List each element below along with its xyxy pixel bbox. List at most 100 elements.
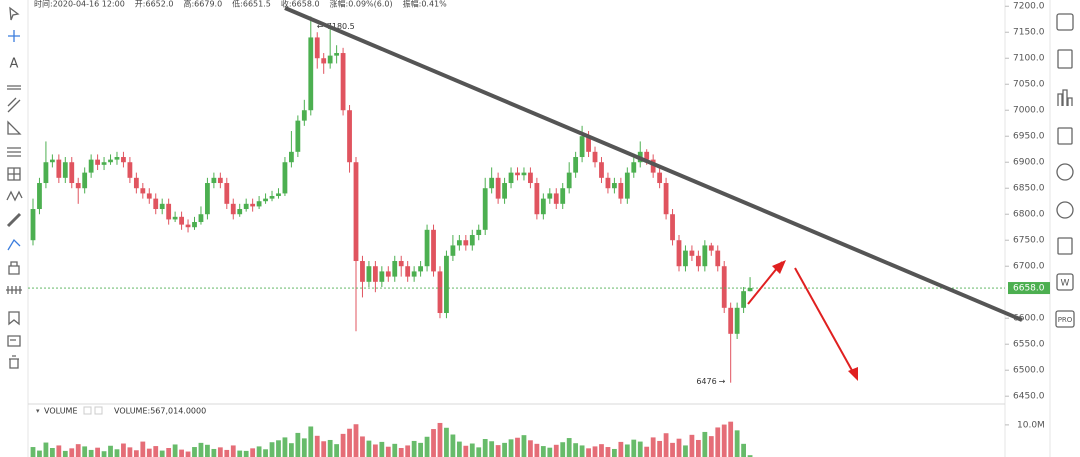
volume-bar [663,433,669,457]
volume-bar [547,447,553,457]
candle-body [121,157,126,163]
candle-body [411,271,417,277]
candle-body [721,266,727,308]
volume-bar [49,448,55,457]
candle-body [146,193,152,199]
alerts-icon[interactable] [1056,163,1074,181]
y-tick-label: 6700.0 [1013,262,1045,272]
volume-bar [579,445,585,457]
candle-body [269,196,275,199]
lines-tool[interactable] [7,85,21,90]
lock-tool[interactable] [8,261,20,275]
bars-icon[interactable] [1057,89,1073,106]
volume-bar [715,427,721,457]
volume-bar [721,424,727,457]
y2-tick-label: 10.0M [1017,420,1045,430]
candle-body [463,240,469,246]
volume-bar [62,450,68,457]
candle-body [230,203,236,215]
pro-icon[interactable] [1055,310,1075,328]
volume-bar [495,445,501,457]
candle-body [127,162,133,178]
candle-body [618,183,624,199]
candle-body [95,159,100,165]
pattern-tool[interactable] [6,190,23,202]
grid-tool[interactable] [7,167,21,181]
candle-body [159,203,165,210]
watchlist-icon[interactable] [1056,13,1074,31]
volume-bar [95,447,100,457]
cursor-tool[interactable] [9,6,20,21]
header-item: 时间:2020-04-16 12:00 [34,0,125,9]
volume-bar [489,441,495,457]
ruler-tool[interactable] [6,212,22,228]
candle-body [456,240,462,246]
volume-bar [566,438,572,457]
triangle-tool[interactable] [7,120,22,135]
volume-bar [211,448,217,457]
volume-bar [734,430,740,457]
pro-label: PRO [1058,316,1073,324]
volume-bar [444,427,449,457]
fib-tool[interactable] [7,147,21,157]
details-icon[interactable] [1057,49,1073,69]
channel-tool[interactable] [7,97,21,113]
candle-body [405,266,411,277]
volume-bar [179,449,184,457]
news-icon[interactable] [1057,237,1073,255]
candle-body [289,151,294,163]
object-tree[interactable] [7,335,21,347]
volume-bar [372,444,378,457]
candle-body [450,245,456,256]
volume-bar [185,451,191,457]
delete-tool[interactable] [9,355,19,369]
volume-bar [624,444,630,457]
candle-body [353,162,359,262]
y-tick-label: 6500.0 [1013,366,1045,376]
candle-body [88,159,94,173]
w-icon[interactable] [1056,273,1074,291]
candle-body [308,37,314,111]
volume-bar [224,449,230,457]
candle-body [547,193,553,199]
volume-bar [347,428,352,457]
header-item: 涨幅:0.09%(6.0) [330,0,393,9]
left-toolbar: A [6,6,23,369]
volume-bar [308,426,314,457]
y-tick-label: 6800.0 [1013,210,1045,220]
candle-body [599,162,604,178]
text-tool[interactable]: A [10,57,19,72]
candle-body [340,53,346,111]
candle-body [179,216,184,225]
brush-tool[interactable] [7,238,21,251]
volume-bar [553,444,559,457]
candle-body [243,203,249,210]
volume-bar [30,447,36,457]
volume-toggle: ▾ [36,407,40,415]
bookmark-tool[interactable] [8,311,20,326]
crosshair-tool[interactable] [8,30,20,42]
hide-tool[interactable] [6,286,22,294]
candle-body [205,183,210,215]
candle-body [133,177,139,189]
candle-body [321,58,327,64]
min-label: 6476 [696,377,716,386]
max-label: 7180.5 [327,22,355,31]
volume-bar [172,444,178,457]
candle-body [166,203,172,220]
volume-bar [463,445,469,457]
volume-bar [560,442,566,457]
volume-bar [295,432,301,457]
volume-bar [418,442,423,457]
candle-body [198,214,204,223]
volume-settings [83,406,92,415]
ideas-icon[interactable] [1056,201,1074,219]
candle-body [172,216,178,220]
candle-body [347,110,352,163]
candle-body [734,307,740,334]
add-icon[interactable] [1057,127,1073,145]
candle-body [62,162,68,178]
candle-body [683,250,688,267]
y-tick-label: 6850.0 [1013,184,1045,194]
